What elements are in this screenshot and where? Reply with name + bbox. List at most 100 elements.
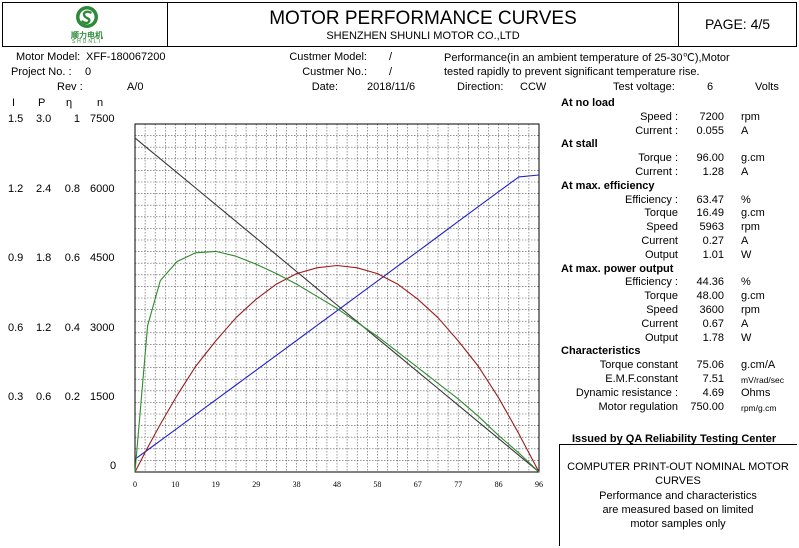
stall-unit: g.cm — [741, 152, 765, 165]
no-load-value: 7200 — [699, 110, 724, 123]
max-efficiency-label: Efficiency : — [625, 193, 678, 206]
page-number: PAGE: 4/5 — [704, 16, 771, 32]
y-tick-speed: 1500 — [90, 391, 115, 403]
y-tick-current: 0.6 — [8, 322, 24, 334]
max-efficiency-value: 1.01 — [702, 248, 724, 261]
date-label: Date: — [311, 81, 338, 93]
max-power-label: Current — [641, 317, 678, 330]
max-power-label: Torque — [644, 290, 678, 303]
characteristics-unit: mV/rad/sec — [741, 375, 784, 385]
logo-text: 顺力电机 — [71, 31, 103, 40]
no-load-unit: rpm — [741, 110, 760, 123]
test-voltage-unit: Volts — [755, 81, 779, 93]
direction-label: Direction: — [457, 81, 504, 93]
max-power-unit: W — [741, 331, 752, 344]
customer-model-value: / — [389, 51, 393, 63]
max-power-value: 44.36 — [696, 276, 724, 289]
max-power-unit: A — [741, 317, 749, 330]
y-tick-power: 3.0 — [36, 113, 52, 125]
max-power-unit: % — [741, 276, 751, 289]
max-power-value: 1.78 — [702, 331, 724, 344]
shunli-logo-icon — [76, 6, 98, 28]
y-tick-speed: 3000 — [90, 322, 115, 334]
characteristics-unit: Ohms — [741, 386, 771, 399]
y-tick-speed: 6000 — [90, 183, 115, 195]
notes-box — [559, 444, 797, 546]
characteristics-label: Motor regulation — [598, 400, 679, 413]
x-tick-label: 10 — [171, 480, 179, 489]
max-power-label: Speed — [646, 304, 678, 316]
efficiency-curve — [134, 250, 540, 473]
characteristics-value: 75.06 — [696, 359, 724, 372]
characteristics-title: Characteristics — [561, 345, 641, 358]
no-load-label: Current : — [635, 124, 678, 137]
max-efficiency-unit: W — [741, 248, 752, 261]
stall-label: Torque : — [638, 152, 678, 165]
max-efficiency-label: Current — [641, 235, 678, 247]
motor-model-value: XFF-180067200 — [86, 51, 166, 63]
y-tick-efficiency: 0.4 — [64, 322, 80, 334]
max-efficiency-unit: A — [741, 235, 749, 247]
y-tick-current: 1.2 — [8, 183, 24, 195]
project-no-value: 0 — [85, 66, 92, 78]
stall-title: At stall — [561, 138, 598, 151]
characteristics-unit: g.cm/A — [741, 359, 776, 372]
y-tick-current: 0.9 — [8, 252, 24, 264]
max-efficiency-label: Speed — [646, 221, 678, 234]
x-tick-label: 38 — [293, 480, 301, 489]
date-value: 2018/11/6 — [367, 81, 416, 93]
no-load-title: At no load — [561, 97, 615, 109]
rev-label: Rev : — [57, 81, 83, 93]
stall-value: 96.00 — [696, 152, 724, 165]
performance-note-line1: Performance(in an ambient temperature of… — [444, 52, 730, 64]
max-efficiency-unit: g.cm — [741, 207, 765, 220]
max-efficiency-unit: rpm — [741, 221, 760, 234]
motor-model-label: Motor Model: — [16, 51, 81, 63]
x-tick-label: 96 — [535, 480, 543, 489]
plot-frame — [134, 123, 540, 473]
customer-no-value: / — [389, 66, 393, 78]
y-tick-current: 1.5 — [8, 113, 24, 125]
stall-unit: A — [741, 166, 749, 178]
test-voltage-label: Test voltage: — [613, 81, 675, 93]
characteristics-label: Dynamic resistance : — [575, 386, 678, 399]
notes-line3: Performance and characteristics — [599, 490, 757, 502]
x-tick-label: 0 — [133, 480, 137, 489]
x-tick-label: 48 — [333, 480, 341, 489]
issued-by: Issued by QA Reliability Testing Center — [572, 433, 777, 445]
x-tick-label: 19 — [212, 480, 220, 489]
max-power-unit: g.cm — [741, 290, 765, 303]
speed-curve — [134, 137, 540, 473]
y-tick-power: 1.8 — [36, 252, 52, 264]
no-load-unit: A — [741, 124, 749, 137]
y-tick-speed: 0 — [110, 460, 117, 472]
page-title: MOTOR PERFORMANCE CURVES — [269, 8, 577, 29]
x-tick-label: 77 — [454, 480, 462, 489]
company-logo: 顺力电机 SHUNLI — [70, 5, 104, 45]
x-axis-ticks: 0 10 19 29 38 48 58 67 77 86 96 — [133, 480, 543, 489]
chart-series — [134, 137, 540, 473]
stall-label: Current : — [635, 166, 678, 178]
characteristics-label: E.M.F.constant — [605, 373, 678, 385]
test-voltage-value: 6 — [707, 81, 714, 93]
y-tick-power: 2.4 — [36, 183, 52, 195]
no-load-value: 0.055 — [696, 124, 724, 137]
stall-value: 1.28 — [702, 166, 724, 178]
x-tick-label: 86 — [495, 480, 503, 489]
characteristics-label: Torque constant — [599, 359, 678, 372]
project-no-label: Project No. : — [11, 66, 72, 78]
output-power-curve — [134, 264, 540, 473]
y-tick-power: 0.6 — [36, 391, 52, 403]
characteristics-value: 750.00 — [690, 400, 724, 413]
max-efficiency-label: Torque — [644, 207, 678, 220]
company-name: SHENZHEN SHUNLI MOTOR CO.,LTD — [326, 30, 520, 42]
max-efficiency-value: 16.49 — [696, 207, 724, 220]
motor-performance-chart: 0 10 19 29 38 48 58 67 77 86 96 — [133, 123, 543, 489]
notes-line5: motor samples only — [630, 518, 726, 530]
characteristics-unit: rpm/g.cm — [741, 402, 777, 413]
max-efficiency-value: 63.47 — [696, 193, 724, 206]
chart-grid — [135, 124, 539, 472]
max-power-value: 0.67 — [702, 317, 724, 330]
y-tick-efficiency: 1 — [73, 113, 80, 125]
max-efficiency-title: At max. efficiency — [561, 179, 655, 192]
